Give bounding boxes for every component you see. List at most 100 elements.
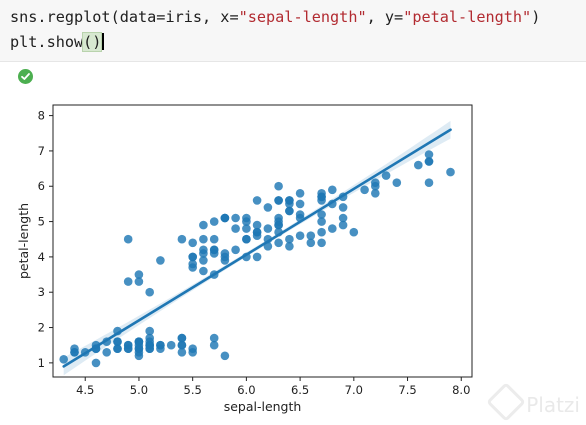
data-point — [242, 224, 251, 233]
string-literal: "petal-length" — [403, 8, 532, 26]
data-point — [424, 150, 434, 159]
data-point — [199, 234, 208, 244]
y-tick-label: 7 — [38, 144, 45, 158]
regplot-chart: 4.5 5.0 5.5 6.0 6.5 7.0 7.5 8.0 1 2 3 4 5 6 7 8 sepal-… — [16, 104, 473, 414]
data-point — [145, 337, 154, 346]
data-point — [274, 217, 283, 226]
data-point — [177, 348, 187, 357]
x-axis: 4.5 5.0 5.5 6.0 6.5 7.0 7.5 8.0 — [76, 377, 470, 397]
text-cursor — [102, 33, 105, 50]
y-tick-label: 2 — [38, 321, 45, 335]
data-point — [91, 358, 101, 368]
x-tick-label: 7.0 — [345, 383, 363, 397]
x-tick-label: 6.5 — [291, 383, 309, 397]
data-point — [381, 171, 391, 180]
data-point — [134, 337, 144, 346]
x-tick-label: 5.0 — [130, 383, 148, 397]
platzi-watermark: Platzi — [486, 382, 580, 422]
data-point — [209, 249, 219, 258]
data-point — [317, 238, 326, 248]
code-cell[interactable]: sns.regplot(data=iris, x="sepal-length",… — [0, 0, 586, 62]
data-point — [199, 256, 208, 265]
data-point — [134, 270, 144, 279]
data-point — [199, 266, 208, 276]
data-point — [306, 231, 316, 240]
y-tick-label: 6 — [38, 179, 45, 193]
regression-line — [62, 128, 452, 368]
data-point — [328, 224, 337, 233]
check-circle-icon — [18, 69, 33, 84]
data-point — [285, 199, 294, 209]
data-point — [145, 287, 154, 297]
data-point — [414, 160, 423, 170]
data-point — [220, 252, 230, 262]
data-point — [392, 178, 402, 187]
code-text: , y= — [366, 8, 404, 26]
cell-status — [10, 62, 42, 90]
data-point — [231, 224, 240, 233]
data-point — [274, 238, 283, 248]
data-point — [188, 238, 197, 248]
code-line-1[interactable]: sns.regplot(data=iris, x="sepal-length",… — [10, 8, 540, 26]
x-tick-label: 4.5 — [76, 383, 94, 397]
data-point — [209, 217, 219, 226]
data-point — [231, 213, 240, 223]
data-point — [123, 344, 133, 353]
data-point — [295, 189, 305, 198]
data-point — [424, 157, 434, 166]
data-point — [328, 185, 337, 195]
data-point — [285, 206, 294, 216]
data-point — [274, 196, 283, 205]
y-tick-label: 8 — [38, 109, 45, 123]
data-point — [188, 348, 197, 357]
data-point — [252, 252, 262, 262]
data-point — [252, 196, 262, 205]
data-point — [177, 234, 187, 244]
x-tick-label: 7.5 — [398, 383, 416, 397]
y-axis: 1 2 3 4 5 6 7 8 — [38, 109, 53, 370]
data-point — [102, 348, 111, 357]
data-point — [209, 333, 219, 343]
data-point — [123, 234, 133, 244]
data-point — [295, 199, 305, 209]
data-point — [145, 326, 154, 336]
data-point — [59, 355, 68, 364]
x-tick-label: 8.0 — [452, 383, 470, 397]
data-point — [295, 210, 305, 219]
watermark-text: Platzi — [526, 393, 580, 417]
y-tick-label: 1 — [38, 356, 45, 370]
data-point — [220, 213, 230, 223]
data-point — [424, 178, 434, 187]
data-point — [252, 220, 262, 230]
data-point — [360, 185, 369, 195]
data-point — [177, 340, 187, 350]
plot-frame — [52, 104, 473, 378]
data-point — [317, 192, 326, 202]
data-point — [285, 234, 294, 244]
data-point — [349, 227, 359, 237]
data-point — [220, 351, 230, 361]
data-point — [134, 277, 144, 286]
platzi-logo-icon — [486, 382, 527, 422]
y-tick-label: 4 — [38, 250, 45, 264]
x-axis-label: sepal-length — [224, 399, 302, 414]
matched-parens: () — [82, 32, 103, 52]
data-point — [199, 245, 208, 255]
code-line-2[interactable]: plt.show() — [10, 32, 105, 52]
data-point — [199, 220, 208, 230]
data-point — [317, 217, 326, 226]
y-tick-label: 5 — [38, 215, 45, 229]
data-point — [113, 344, 122, 353]
data-point — [274, 181, 283, 191]
data-point — [263, 224, 273, 233]
data-point — [338, 203, 348, 212]
data-point — [156, 256, 165, 265]
data-point — [338, 220, 348, 230]
code-text: plt.show — [10, 33, 84, 51]
data-point — [338, 213, 348, 223]
data-point — [166, 340, 176, 350]
data-point — [252, 231, 262, 240]
data-point — [231, 245, 240, 255]
data-point — [446, 167, 455, 177]
data-point — [371, 181, 380, 191]
